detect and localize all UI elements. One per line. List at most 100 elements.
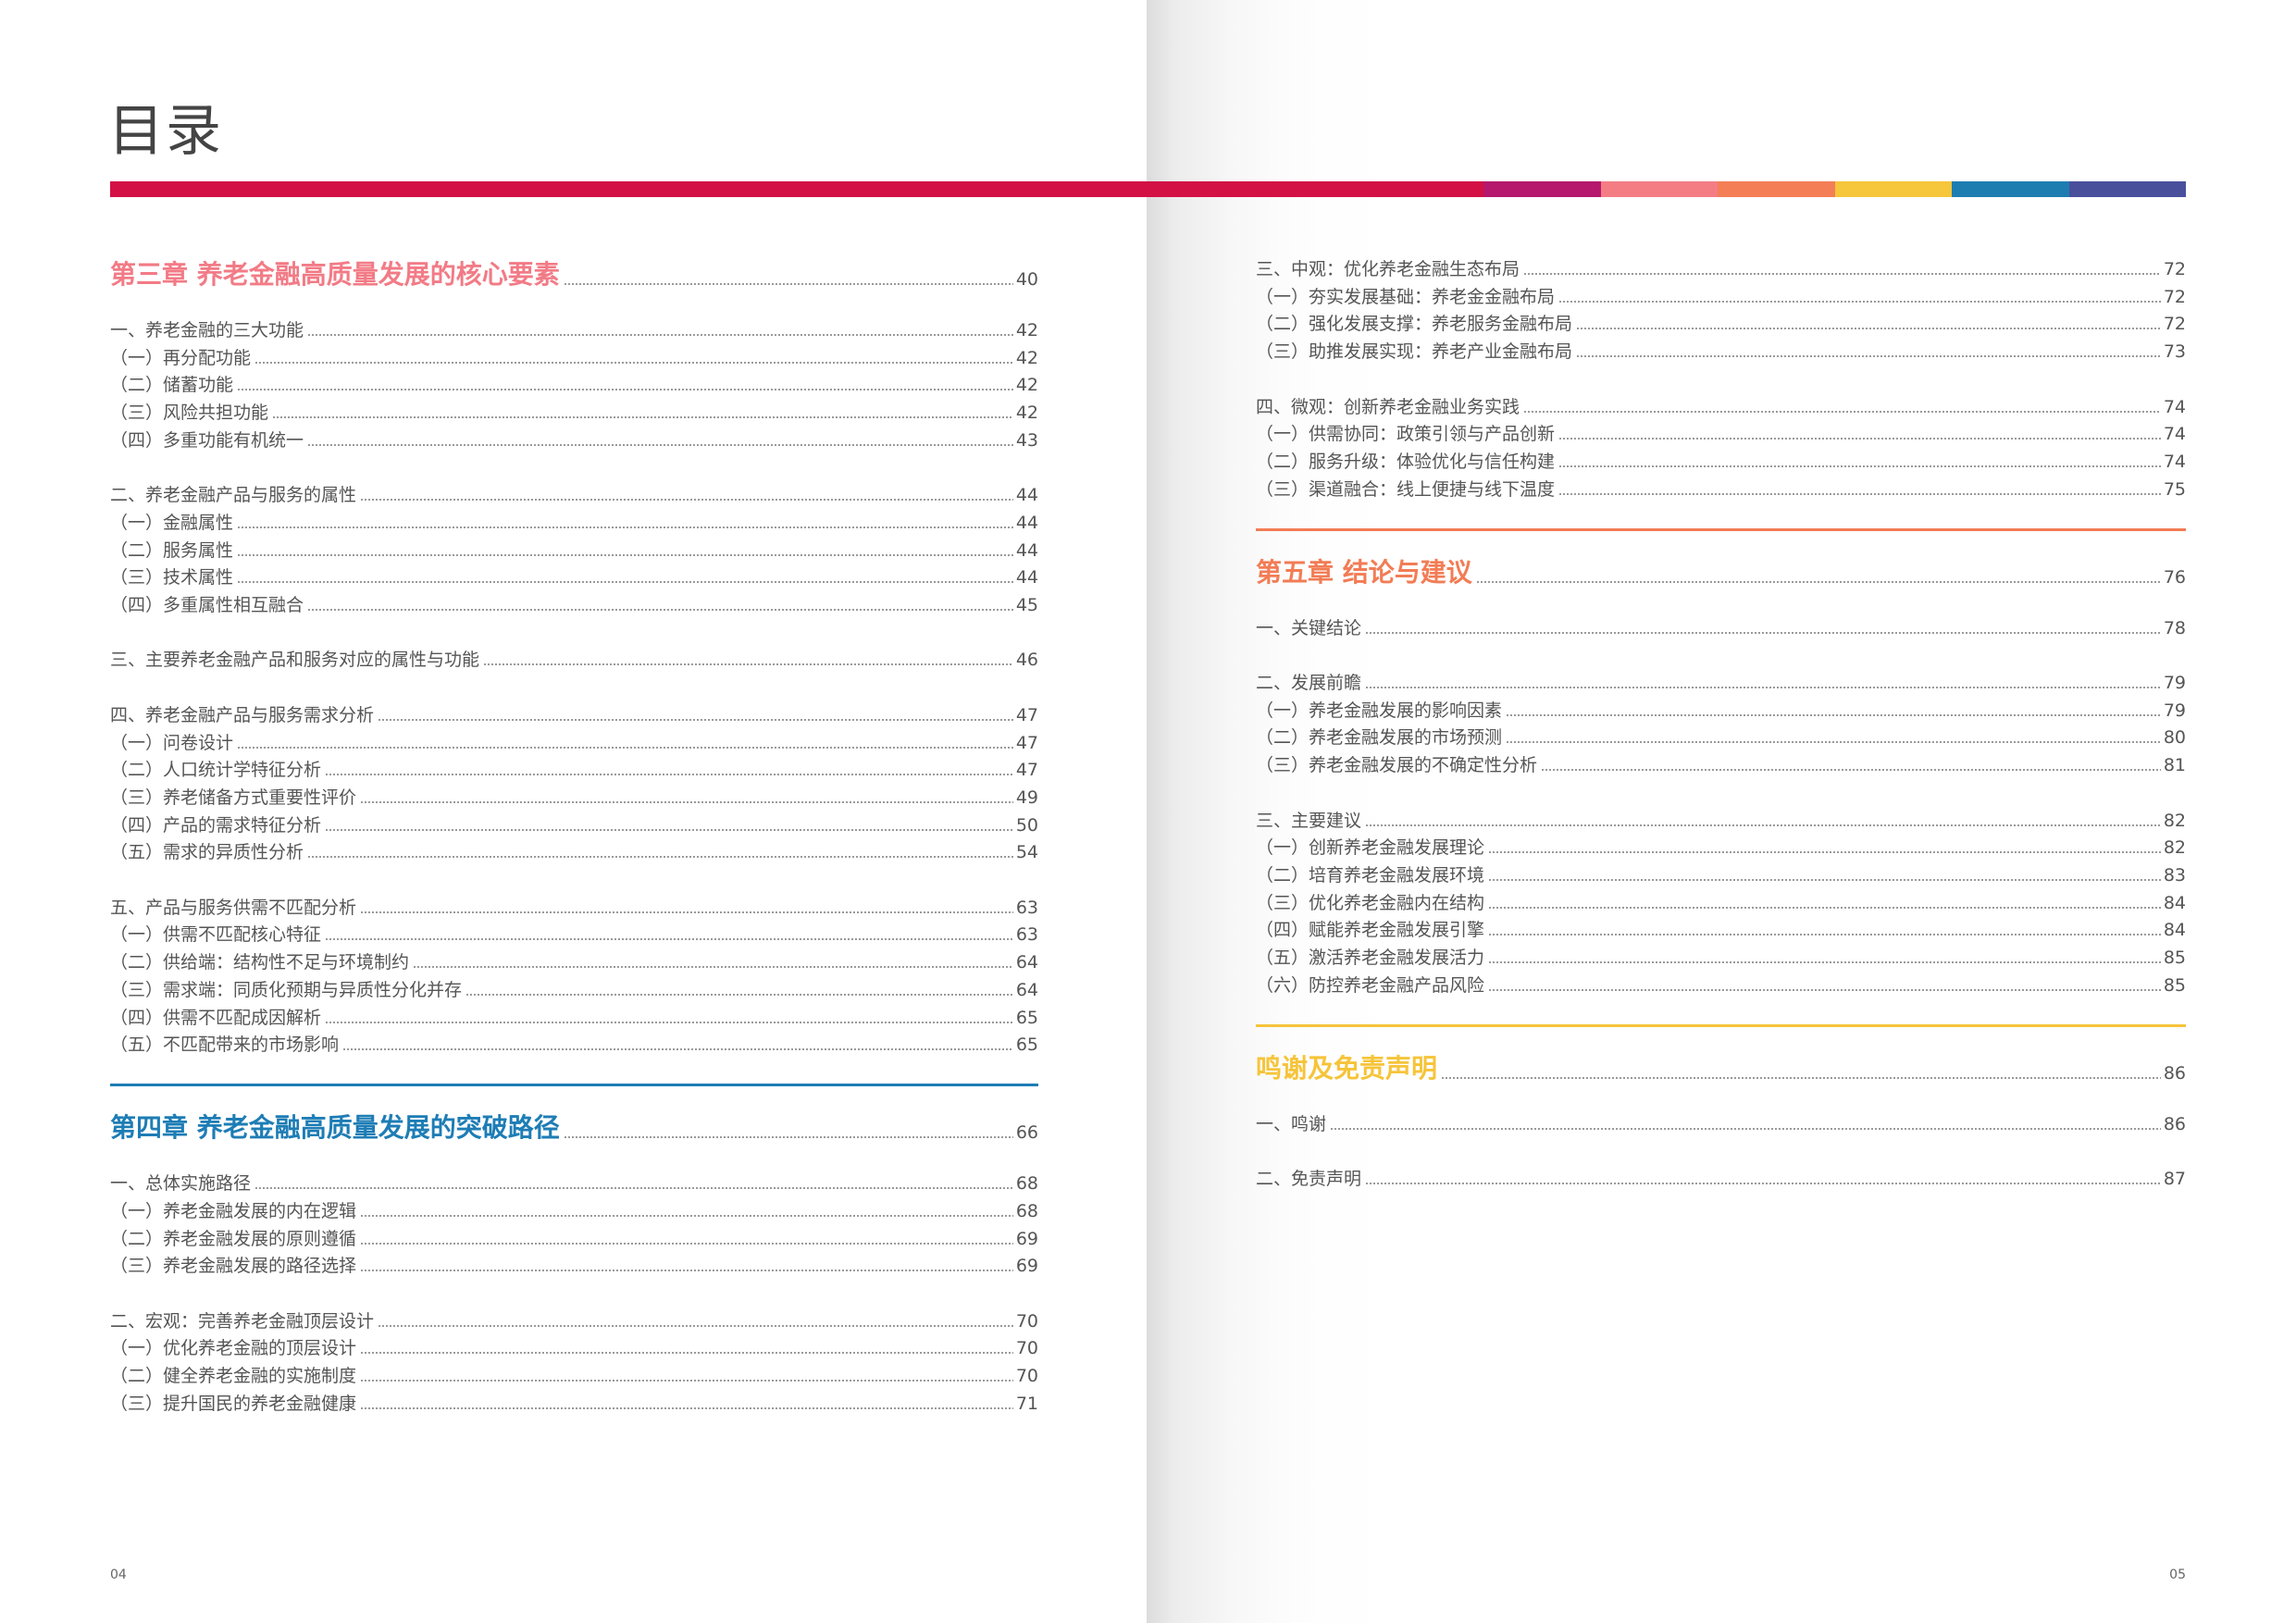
entry-label: 二、养老金融产品与服务的属性 xyxy=(110,485,357,506)
entry-label: （二）储蓄功能 xyxy=(110,375,234,396)
page-number: 44 xyxy=(1015,512,1038,533)
toc-entry[interactable]: 一、鸣谢 86 xyxy=(1256,1109,2186,1138)
toc-entry[interactable]: （三）养老储备方式重要性评价 49 xyxy=(110,783,1038,812)
toc-entry[interactable]: （二）服务属性 44 xyxy=(110,536,1038,564)
dot-leader xyxy=(1506,724,2161,752)
toc-entry[interactable]: （一）夯实发展基础：养老金金融布局 72 xyxy=(1256,282,2186,311)
chapter-entry[interactable]: 第三章 养老金融高质量发展的核心要素 40 xyxy=(110,256,1038,293)
toc-entry[interactable]: （二）强化发展支撑：养老服务金融布局 72 xyxy=(1256,310,2186,339)
entry-label: 三、主要建议 xyxy=(1256,810,1362,831)
toc-entry[interactable]: （一）优化养老金融的顶层设计 70 xyxy=(110,1334,1038,1363)
toc-entry[interactable]: 二、免责声明 87 xyxy=(1256,1165,2186,1194)
page-number: 47 xyxy=(1015,732,1038,753)
toc-entry[interactable]: （四）多重属性相互融合 45 xyxy=(110,591,1038,619)
entry-label: 二、宏观：完善养老金融顶层设计 xyxy=(110,1310,375,1332)
dot-leader xyxy=(378,1307,1013,1335)
toc-entry[interactable]: （四）产品的需求特征分析 50 xyxy=(110,811,1038,839)
entry-label: 一、关键结论 xyxy=(1256,617,1362,638)
page-number: 63 xyxy=(1015,924,1038,946)
toc-entry[interactable]: （三）助推发展实现：养老产业金融布局 73 xyxy=(1256,338,2186,366)
toc-entry[interactable]: （二）养老金融发展的市场预测 80 xyxy=(1256,724,2186,752)
dot-leader xyxy=(237,564,1013,592)
toc-entry[interactable]: （二）供给端：结构性不足与环境制约 64 xyxy=(110,948,1038,977)
toc-entry[interactable]: （三）优化养老金融内在结构 84 xyxy=(1256,888,2186,917)
toc-entry[interactable]: （三）渠道融合：线上便捷与线下温度 75 xyxy=(1256,475,2186,503)
toc-entry[interactable]: （一）养老金融发展的内在逻辑 68 xyxy=(110,1196,1038,1225)
entry-label: 二、免责声明 xyxy=(1256,1169,1362,1190)
dot-leader xyxy=(254,1170,1013,1198)
toc-entry[interactable]: （五）需求的异质性分析 54 xyxy=(110,838,1038,867)
toc-entry[interactable]: 三、主要养老金融产品和服务对应的属性与功能 46 xyxy=(110,646,1038,675)
toc-entry[interactable]: （一）问卷设计 47 xyxy=(110,728,1038,757)
page-number: 42 xyxy=(1015,375,1038,396)
toc-entry[interactable]: 五、产品与服务供需不匹配分析 63 xyxy=(110,893,1038,922)
dot-leader xyxy=(325,1003,1013,1032)
page-number: 75 xyxy=(2163,478,2186,500)
color-bar-segment xyxy=(1952,181,2069,197)
toc-entry[interactable]: （五）激活养老金融发展活力 85 xyxy=(1256,944,2186,972)
section-divider xyxy=(1256,1023,2186,1027)
dot-leader xyxy=(1576,310,2161,339)
entry-label: （二）服务属性 xyxy=(110,539,234,561)
toc-entry[interactable]: 三、主要建议 82 xyxy=(1256,806,2186,835)
page-number: 65 xyxy=(1015,1035,1038,1056)
page-number: 70 xyxy=(1015,1338,1038,1359)
toc-entry[interactable]: 二、宏观：完善养老金融顶层设计 70 xyxy=(110,1307,1038,1335)
page-number: 68 xyxy=(1015,1200,1038,1221)
toc-entry[interactable]: （一）金融属性 44 xyxy=(110,508,1038,537)
dot-leader xyxy=(360,1252,1013,1281)
page-number: 44 xyxy=(1015,485,1038,506)
page-number: 54 xyxy=(1015,842,1038,863)
toc-entry[interactable]: （二）人口统计学特征分析 47 xyxy=(110,756,1038,785)
dot-leader xyxy=(1541,751,2161,780)
page-number: 72 xyxy=(2163,259,2186,279)
entry-label: （一）夯实发展基础：养老金金融布局 xyxy=(1256,286,1556,307)
toc-entry[interactable]: （六）防控养老金融产品风险 85 xyxy=(1256,971,2186,999)
page-number: 64 xyxy=(1015,952,1038,973)
entry-label: （四）多重功能有机统一 xyxy=(110,429,304,451)
toc-entry[interactable]: （三）提升国民的养老金融健康 71 xyxy=(110,1389,1038,1418)
entry-label: （二）服务升级：体验优化与信任构建 xyxy=(1256,451,1556,472)
toc-entry[interactable]: （二）培育养老金融发展环境 83 xyxy=(1256,861,2186,889)
toc-entry[interactable]: （二）养老金融发展的原则遵循 69 xyxy=(110,1224,1038,1253)
page-number: 66 xyxy=(1015,1122,1038,1144)
toc-entry[interactable]: （五）不匹配带来的市场影响 65 xyxy=(110,1031,1038,1059)
page-number: 79 xyxy=(2163,700,2186,721)
dot-leader xyxy=(325,811,1013,839)
toc-entry[interactable]: （三）养老金融发展的不确定性分析 81 xyxy=(1256,751,2186,780)
toc-entry[interactable]: （四）赋能养老金融发展引擎 84 xyxy=(1256,916,2186,945)
toc-entry[interactable]: （一）创新养老金融发展理论 82 xyxy=(1256,834,2186,862)
toc-entry[interactable]: 一、关键结论 78 xyxy=(1256,613,2186,642)
toc-entry[interactable]: （四）供需不匹配成因解析 65 xyxy=(110,1003,1038,1032)
toc-entry[interactable]: 二、养老金融产品与服务的属性 44 xyxy=(110,481,1038,510)
dot-leader xyxy=(1330,1109,2161,1138)
toc-entry[interactable]: （一）养老金融发展的影响因素 79 xyxy=(1256,696,2186,725)
page-number: 82 xyxy=(2163,810,2186,831)
toc-entry[interactable]: （二）健全养老金融的实施制度 70 xyxy=(110,1362,1038,1391)
toc-entry[interactable]: （一）再分配功能 42 xyxy=(110,343,1038,372)
toc-entry[interactable]: （二）储蓄功能 42 xyxy=(110,371,1038,400)
dot-leader xyxy=(1488,861,2161,889)
dot-leader xyxy=(1488,916,2161,945)
page-number: 70 xyxy=(1015,1310,1038,1332)
toc-entry[interactable]: 一、总体实施路径 68 xyxy=(110,1170,1038,1198)
toc-entry[interactable]: （三）需求端：同质化预期与异质性分化并存 64 xyxy=(110,975,1038,1004)
toc-entry[interactable]: 四、养老金融产品与服务需求分析 47 xyxy=(110,700,1038,729)
toc-entry[interactable]: （三）养老金融发展的路径选择 69 xyxy=(110,1252,1038,1281)
toc-entry[interactable]: 一、养老金融的三大功能 42 xyxy=(110,316,1038,344)
entry-label: （一）问卷设计 xyxy=(110,732,234,753)
toc-entry[interactable]: 三、中观：优化养老金融生态布局 72 xyxy=(1256,255,2186,283)
chapter-entry[interactable]: 第四章 养老金融高质量发展的突破路径 66 xyxy=(110,1109,1038,1147)
chapter-entry[interactable]: 鸣谢及免责声明 86 xyxy=(1256,1050,2186,1087)
chapter-entry[interactable]: 第五章 结论与建议 76 xyxy=(1256,554,2186,591)
toc-entry[interactable]: （三）风险共担功能 42 xyxy=(110,399,1038,427)
toc-entry[interactable]: 四、微观：创新养老金融业务实践 74 xyxy=(1256,392,2186,421)
page-number: 84 xyxy=(2163,920,2186,941)
toc-entry[interactable]: 二、发展前瞻 79 xyxy=(1256,669,2186,697)
toc-entry[interactable]: （二）服务升级：体验优化与信任构建 74 xyxy=(1256,447,2186,476)
dot-leader xyxy=(1488,834,2161,862)
toc-entry[interactable]: （一）供需协同：政策引领与产品创新 74 xyxy=(1256,420,2186,449)
toc-entry[interactable]: （四）多重功能有机统一 43 xyxy=(110,426,1038,454)
toc-entry[interactable]: （三）技术属性 44 xyxy=(110,564,1038,592)
toc-entry[interactable]: （一）供需不匹配核心特征 63 xyxy=(110,921,1038,949)
